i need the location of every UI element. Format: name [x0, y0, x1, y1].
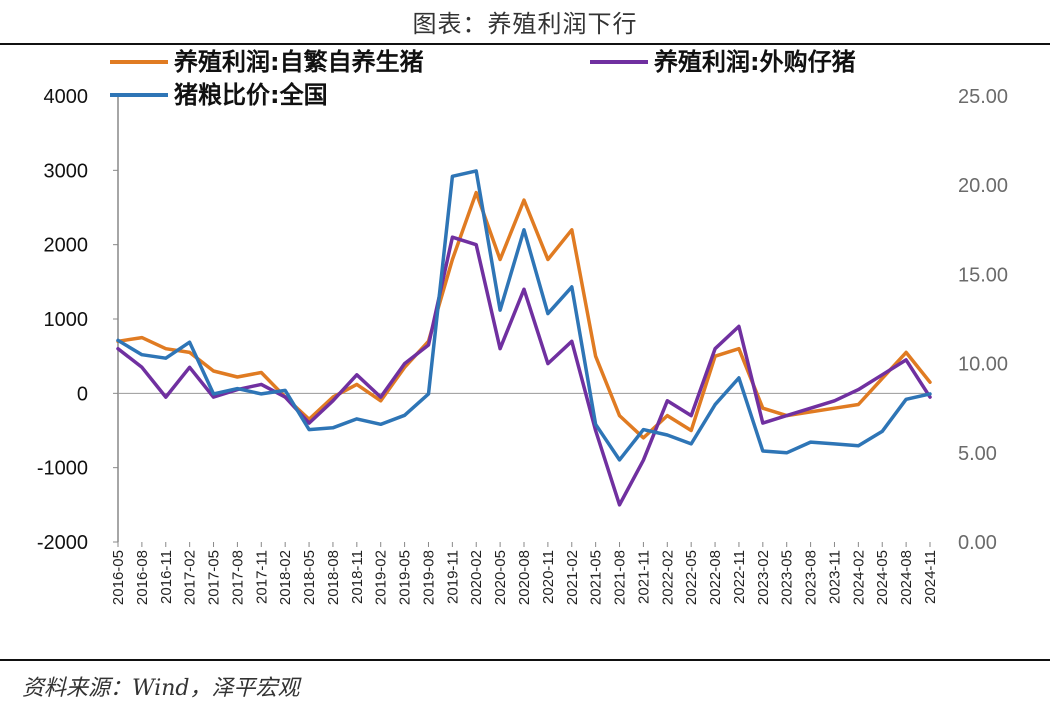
left-tick-label: -2000: [37, 532, 88, 554]
legend-label-1: 养殖利润:外购仔猪: [653, 48, 856, 76]
left-tick-label: 4000: [44, 86, 89, 108]
x-tick-label: 2023-11: [826, 550, 843, 604]
x-tick-label: 2019-02: [373, 550, 390, 605]
x-tick-label: 2020-08: [516, 550, 533, 605]
legend-label-0: 养殖利润:自繁自养生猪: [173, 48, 424, 76]
right-tick-label: 0.00: [958, 532, 997, 554]
x-tick-label: 2018-11: [349, 550, 366, 604]
line-chart: 4000 3000 2000 1000 0 -1000 -2000 25.00 20.00 15.…: [37, 48, 1008, 605]
x-tick-label: 2021-05: [588, 550, 605, 605]
x-tick-label: 2018-05: [301, 550, 318, 605]
series-line-2: [116, 169, 932, 462]
chart-title: 图表：养殖利润下行: [412, 10, 638, 38]
left-tick-label: 3000: [44, 160, 89, 182]
bottom-rule: [0, 659, 1050, 661]
x-tick-label: 2021-11: [635, 550, 652, 604]
x-tick-label: 2021-08: [612, 550, 629, 605]
x-tick-label: 2016-08: [134, 550, 151, 605]
x-tick-label: 2024-08: [898, 550, 915, 605]
legend-label-2: 猪粮比价:全国: [174, 81, 328, 109]
x-tick-label: 2018-02: [277, 550, 294, 605]
right-tick-label: 15.00: [958, 264, 1008, 286]
x-tick-label: 2022-02: [659, 550, 676, 605]
left-tick-label: -1000: [37, 458, 88, 480]
right-tick-label: 5.00: [958, 443, 997, 465]
x-tick-label: 2018-08: [325, 550, 342, 605]
x-tick-label: 2020-02: [468, 550, 485, 605]
x-tick-label: 2019-11: [444, 550, 461, 604]
left-tick-label: 1000: [44, 309, 89, 331]
x-tick-label: 2017-05: [206, 550, 223, 605]
x-tick-label: 2022-08: [707, 550, 724, 605]
x-tick-label: 2016-11: [158, 550, 175, 604]
x-tick-label: 2022-05: [683, 550, 700, 605]
x-tick-label: 2016-05: [110, 550, 127, 605]
x-tick-label: 2017-02: [182, 550, 199, 605]
x-tick-label: 2019-05: [397, 550, 414, 605]
x-tick-label: 2017-08: [229, 550, 246, 605]
right-tick-label: 10.00: [958, 354, 1008, 376]
top-rule: [0, 43, 1050, 45]
x-tick-label: 2017-11: [253, 550, 270, 604]
x-tick-label: 2024-11: [922, 550, 939, 604]
x-tick-label: 2019-08: [420, 550, 437, 605]
left-tick-label: 2000: [44, 235, 89, 257]
x-tick-label: 2024-05: [874, 550, 891, 605]
left-tick-label: 0: [77, 383, 88, 405]
x-tick-label: 2024-02: [850, 550, 867, 605]
right-tick-label: 25.00: [958, 86, 1008, 108]
x-tick-label: 2023-02: [755, 550, 772, 605]
right-tick-label: 20.00: [958, 175, 1008, 197]
series-line-1: [116, 235, 932, 507]
x-tick-label: 2023-08: [803, 550, 820, 605]
x-tick-label: 2020-11: [540, 550, 557, 604]
x-tick-label: 2023-05: [779, 550, 796, 605]
x-tick-label: 2021-02: [564, 550, 581, 605]
x-tick-label: 2020-05: [492, 550, 509, 605]
source-note: 资料来源：Wind，泽平宏观: [22, 676, 300, 701]
x-tick-label: 2022-11: [731, 550, 748, 604]
